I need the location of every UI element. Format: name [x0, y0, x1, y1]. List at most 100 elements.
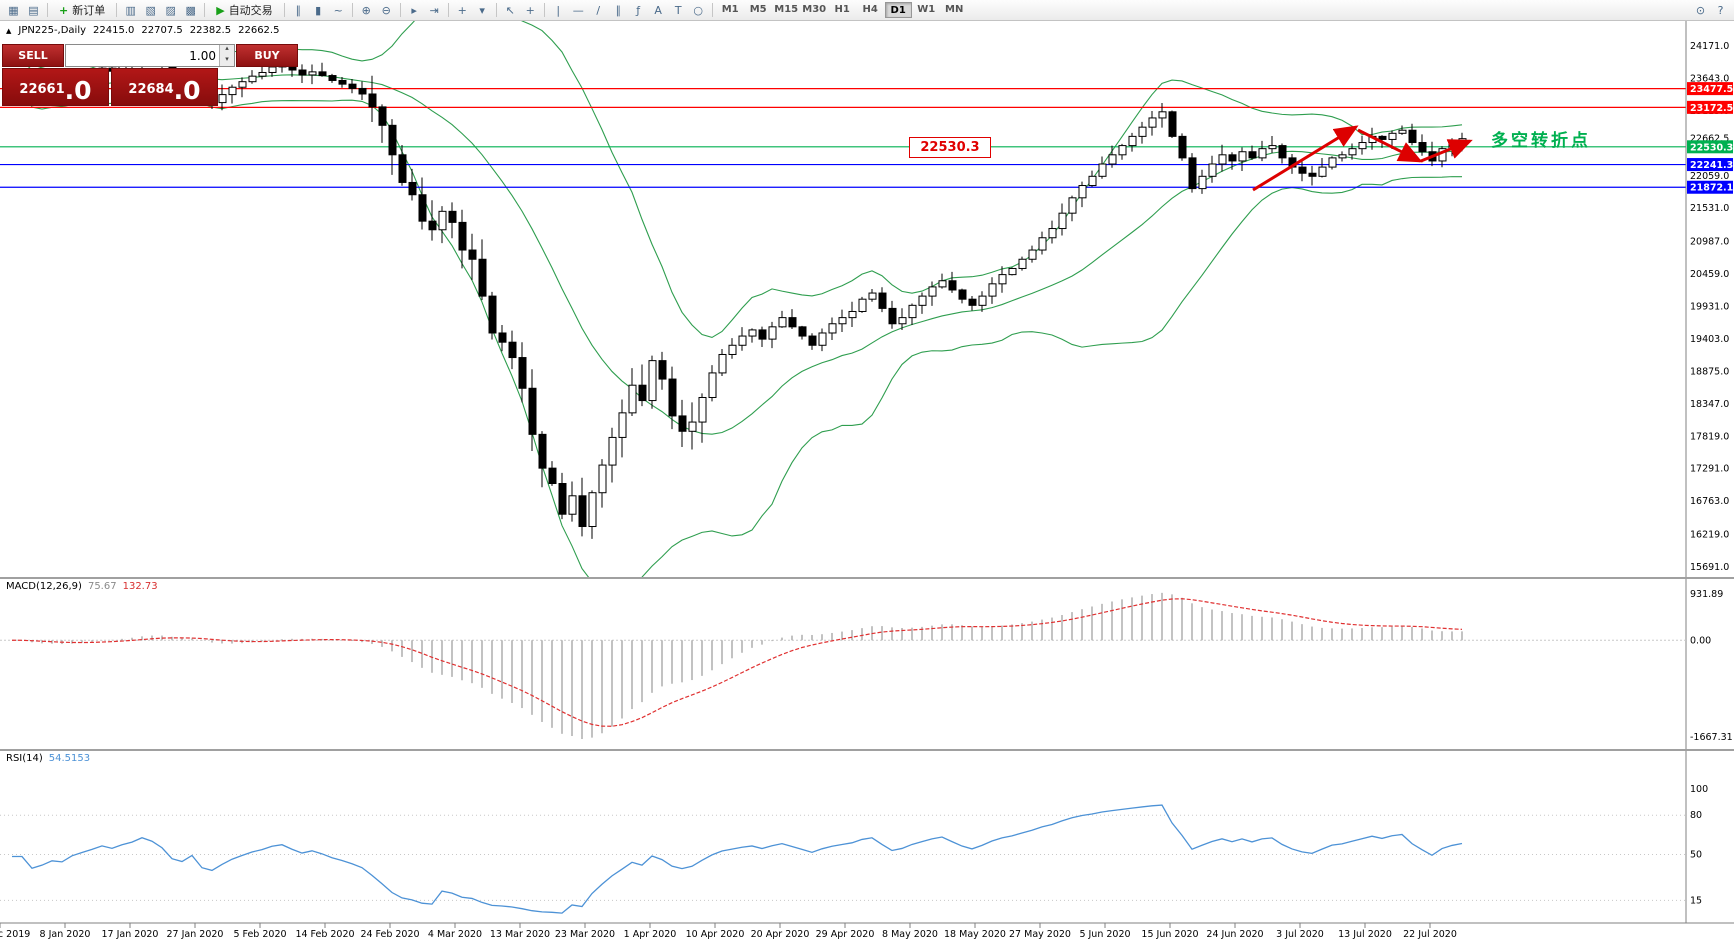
horizontal-line-icon[interactable]: — [572, 3, 584, 17]
price-axis: 24171.023643.023115.022059.021531.020987… [1685, 21, 1733, 923]
text-icon[interactable]: A [654, 3, 662, 17]
symbol-marker-icon: ▲ [6, 26, 12, 35]
play-icon: ▶ [216, 3, 225, 17]
crosshair-icon[interactable]: + [525, 3, 535, 17]
timeframe-m15[interactable]: M15 [774, 4, 799, 15]
timeframe-w1[interactable]: W1 [917, 4, 936, 15]
sell-price[interactable]: 22661.0 [2, 68, 109, 106]
toolbar-separator [116, 3, 118, 17]
svg-text:23477.5: 23477.5 [1690, 84, 1733, 95]
data-window-icon[interactable]: ▧ [145, 3, 156, 17]
volume-input[interactable] [66, 45, 219, 66]
macd-signal-value: 132.73 [122, 581, 158, 592]
svg-text:8 Jan 2020: 8 Jan 2020 [40, 929, 91, 940]
svg-text:17 Jan 2020: 17 Jan 2020 [102, 929, 159, 940]
cursor-icon[interactable]: ↖ [505, 3, 515, 17]
window-cascade-icon[interactable]: ▤ [28, 3, 39, 17]
buy-price-frac: .0 [173, 76, 201, 105]
terminal-icon[interactable]: ▩ [185, 3, 196, 17]
trend-arrows[interactable] [1252, 125, 1473, 192]
channel-icon[interactable]: ∥ [615, 3, 621, 17]
svg-text:16219.0: 16219.0 [1690, 530, 1729, 541]
sell-price-frac: .0 [64, 76, 92, 105]
price-panel [0, 21, 1686, 578]
auto-scroll-icon[interactable]: ▸ [411, 3, 417, 17]
symbol-name: JPN225-,Daily [18, 25, 87, 36]
volume-spinners: ▴ ▾ [219, 45, 234, 66]
zoom-in-icon[interactable]: ⊕ [361, 3, 371, 17]
volume-stepper: ▴ ▾ [65, 44, 235, 67]
line-chart-icon[interactable]: ~ [333, 3, 343, 17]
turning-point-note[interactable]: 多空转折点 [1491, 131, 1591, 151]
label-icon[interactable]: T [674, 3, 682, 17]
buy-button[interactable]: BUY [236, 44, 298, 67]
svg-text:21531.0: 21531.0 [1690, 203, 1729, 214]
autotrading-button[interactable]: ▶ 自动交易 [209, 1, 279, 19]
svg-text:16763.0: 16763.0 [1690, 496, 1729, 507]
trendline-icon[interactable]: / [596, 3, 601, 17]
rsi-panel [0, 804, 1686, 914]
timeframe-m1[interactable]: M1 [721, 4, 739, 15]
toolbar-separator [204, 3, 206, 17]
svg-text:100: 100 [1690, 784, 1708, 795]
candlestick-chart-icon[interactable]: ▮ [315, 3, 322, 17]
timeframe-h1[interactable]: H1 [834, 4, 850, 15]
buy-price[interactable]: 22684.0 [111, 68, 218, 106]
svg-text:80: 80 [1690, 810, 1702, 821]
timeframe-d1[interactable]: D1 [884, 2, 912, 18]
new-order-button[interactable]: + 新订单 [52, 1, 112, 19]
trend-arrow [1420, 139, 1473, 163]
macd-title: MACD(12,26,9) [6, 581, 82, 592]
shapes-icon[interactable]: ○ [693, 3, 703, 17]
profiles-icon[interactable]: ▾ [479, 3, 485, 17]
toolbar-separator [283, 3, 285, 17]
pivot-price-label[interactable]: 22530.3 [909, 137, 991, 158]
navigator-icon[interactable]: ▨ [165, 3, 176, 17]
zoom-out-icon[interactable]: ⊖ [381, 3, 391, 17]
bar-chart-icon[interactable]: ∥ [295, 3, 301, 17]
svg-text:15691.0: 15691.0 [1690, 562, 1729, 573]
svg-text:14 Feb 2020: 14 Feb 2020 [295, 929, 354, 940]
macd-signal-line [11, 598, 1463, 727]
rsi-value: 54.5153 [48, 753, 91, 764]
new-order-button-label: 新订单 [72, 4, 106, 17]
svg-text:27 Jan 2020: 27 Jan 2020 [167, 929, 224, 940]
svg-text:50: 50 [1690, 850, 1702, 861]
svg-text:13 Mar 2020: 13 Mar 2020 [490, 929, 550, 940]
macd-axis: 931.89 0.00 -1667.31 [1690, 589, 1733, 743]
svg-text:18347.0: 18347.0 [1690, 399, 1729, 410]
timeframe-m5[interactable]: M5 [749, 4, 767, 15]
svg-text:18 May 2020: 18 May 2020 [944, 929, 1006, 940]
indicators-icon[interactable]: + [457, 3, 467, 17]
svg-text:18875.0: 18875.0 [1690, 366, 1729, 377]
symbol-ohlc-header: ▲ JPN225-,Daily 22415.0 22707.5 22382.5 … [6, 25, 279, 36]
svg-text:24 Feb 2020: 24 Feb 2020 [360, 929, 419, 940]
timeframe-m30[interactable]: M30 [802, 4, 827, 15]
rsi-title: RSI(14) [6, 753, 43, 764]
chart-shift-icon[interactable]: ⇥ [429, 3, 439, 17]
volume-down-icon[interactable]: ▾ [220, 55, 234, 66]
vertical-line-icon[interactable]: | [556, 3, 561, 17]
svg-text:22662.5: 22662.5 [1690, 134, 1729, 145]
sell-button[interactable]: SELL [2, 44, 64, 67]
autotrading-button-label: 自动交易 [228, 4, 273, 17]
fibonacci-icon[interactable]: ƒ [636, 3, 641, 17]
svg-text:24171.0: 24171.0 [1690, 41, 1729, 52]
toolbar: ▦ ▤ + 新订单 ▥ ▧ ▨ ▩ ▶ 自动交易 ∥ ▮ ~ ⊕ ⊖ ▸ ⇥ + ▾ ↖ + | — / ∥ ƒ A T ○ M1 M5 M1… [0, 0, 1734, 21]
search-icon[interactable]: ⊙ [1695, 3, 1706, 17]
ohlc-high: 22707.5 [141, 25, 183, 36]
svg-text:29 Apr 2020: 29 Apr 2020 [816, 929, 875, 940]
market-watch-icon[interactable]: ▥ [125, 3, 136, 17]
toolbar-separator [543, 3, 545, 17]
new-chart-icon[interactable]: ▦ [8, 3, 19, 17]
timeframe-mn[interactable]: MN [945, 4, 964, 15]
svg-text:15: 15 [1690, 895, 1702, 906]
svg-text:23643.0: 23643.0 [1690, 73, 1729, 84]
svg-text:0.00: 0.00 [1690, 635, 1711, 646]
volume-up-icon[interactable]: ▴ [220, 45, 234, 56]
svg-text:1 Apr 2020: 1 Apr 2020 [624, 929, 677, 940]
svg-text:13 Jul 2020: 13 Jul 2020 [1338, 929, 1392, 940]
help-icon[interactable]: ? [1717, 3, 1724, 17]
timeframe-h4[interactable]: H4 [862, 4, 878, 15]
